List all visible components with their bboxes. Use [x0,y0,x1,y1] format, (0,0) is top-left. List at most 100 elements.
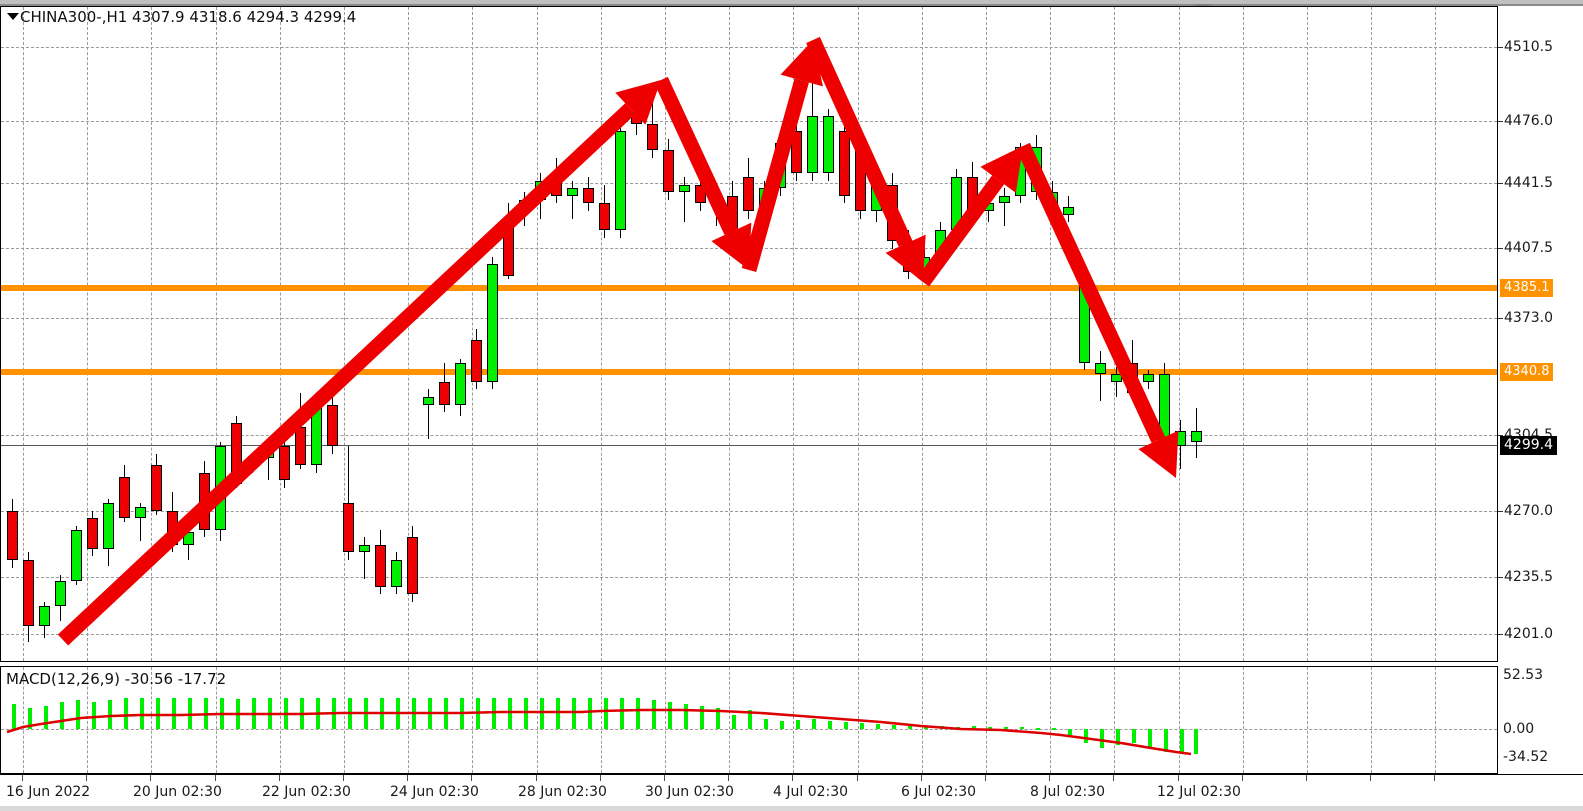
macd-legend: MACD(12,26,9) -30.56 -17.72 [6,670,227,688]
candle-body [567,188,578,196]
macd-histogram-bar [1068,729,1072,736]
macd-histogram-bar [1180,729,1184,754]
candle-body [71,529,82,581]
macd-histogram-bar [236,699,240,729]
macd-histogram-bar [252,698,256,729]
time-axis-label: 12 Jul 02:30 [1157,784,1241,800]
price-scale-tick [1498,435,1503,436]
candle-body [231,423,242,485]
candle-body [823,116,834,174]
macd-histogram-bar [44,706,48,729]
time-axis-label: 30 Jun 02:30 [645,784,734,800]
time-axis-label: 20 Jun 02:30 [133,784,222,800]
candle-body [983,203,994,212]
price-chart-pane[interactable] [0,6,1498,662]
price-level-tag[interactable]: 4340.8 [1500,363,1553,381]
macd-scale-label: 0.00 [1503,721,1535,737]
horizontal-gridline [1,318,1497,319]
price-level-tag[interactable]: 4385.1 [1500,279,1553,297]
time-axis-label: 8 Jul 02:30 [1030,784,1106,800]
candle-body [935,230,946,257]
macd-pane[interactable] [0,666,1498,774]
time-axis-tick [856,775,858,781]
macd-histogram-bar [732,714,736,729]
macd-histogram-bar [92,702,96,729]
macd-histogram-bar [1084,729,1088,744]
time-axis-tick [1177,775,1179,781]
candle-wick [1004,188,1005,227]
candle-body [359,544,370,553]
macd-histogram-bar [412,698,416,729]
candle-body [263,446,274,458]
time-axis-tick [985,775,986,781]
macd-histogram-bar [780,720,784,729]
macd-histogram-bar [636,698,640,729]
macd-histogram-bar [476,698,480,729]
macd-histogram-bar [1116,729,1120,746]
candle-body [1031,146,1042,193]
macd-histogram-bar [716,708,720,729]
macd-scale[interactable]: 52.53 0.00 -34.52 [1498,666,1583,774]
macd-histogram-bar [364,698,368,729]
candle-body [759,188,770,212]
macd-histogram-bar [684,704,688,729]
candle-body [1111,374,1122,382]
price-level-line[interactable] [1,369,1497,375]
candle-body [455,362,466,405]
macd-histogram-bar [572,698,576,729]
candle-body [439,381,450,405]
candle-body [135,506,146,519]
time-axis[interactable]: 16 Jun 2022 20 Jun 02:30 22 Jun 02:30 24 Ju… [0,774,1583,811]
vertical-gridline [1307,667,1308,773]
macd-histogram-bar [124,698,128,729]
candle-body [615,131,626,230]
price-scale[interactable]: 4510.5 4476.0 4441.5 4407.5 4373.0 4304.5 4270… [1498,6,1583,662]
macd-histogram-bar [492,698,496,729]
candle-body [695,184,706,204]
candle-body [871,184,882,212]
candle-body [167,510,178,545]
candlestick-series [1,7,1497,661]
vertical-gridline [1242,667,1244,773]
time-axis-tick [343,775,344,781]
candle-body [295,427,306,466]
window-top-strip [0,0,1583,6]
candle-body [1159,374,1170,447]
candle-body [7,510,18,561]
candle-wick [524,192,525,227]
current-price-tag: 4299.4 [1500,436,1557,455]
candle-wick [364,537,365,579]
macd-scale-label: -34.52 [1503,749,1549,765]
vertical-gridline [857,7,859,661]
vertical-gridline [793,7,795,661]
vertical-gridline [1242,7,1244,661]
current-price-line [1,445,1497,446]
candle-body [87,518,98,549]
price-scale-tick [1498,47,1503,48]
price-level-lines [1,7,1497,661]
candle-body [951,176,962,230]
candle-body [423,396,434,405]
macd-histogram-bar [620,698,624,729]
price-scale-label: 4235.5 [1504,569,1553,585]
candle-body [119,476,130,519]
macd-histogram-bar [1132,729,1136,744]
time-axis-tick [278,775,280,781]
chevron-down-icon[interactable] [7,13,19,20]
candle-body [375,544,386,587]
time-axis-tick [1049,775,1051,781]
candle-body [535,180,546,200]
candle-body [215,446,226,530]
time-axis-label: 22 Jun 02:30 [262,784,351,800]
macd-histogram-bar [652,700,656,729]
candle-body [151,465,162,511]
price-level-line[interactable] [1,285,1497,291]
vertical-gridline [1435,7,1437,661]
time-axis-tick [535,775,537,781]
candle-wick [1116,366,1117,397]
time-axis-tick [1241,775,1243,781]
macd-histogram-bar [1052,727,1056,730]
price-scale-tick [1498,248,1503,249]
top-strip-divider [0,4,1583,6]
